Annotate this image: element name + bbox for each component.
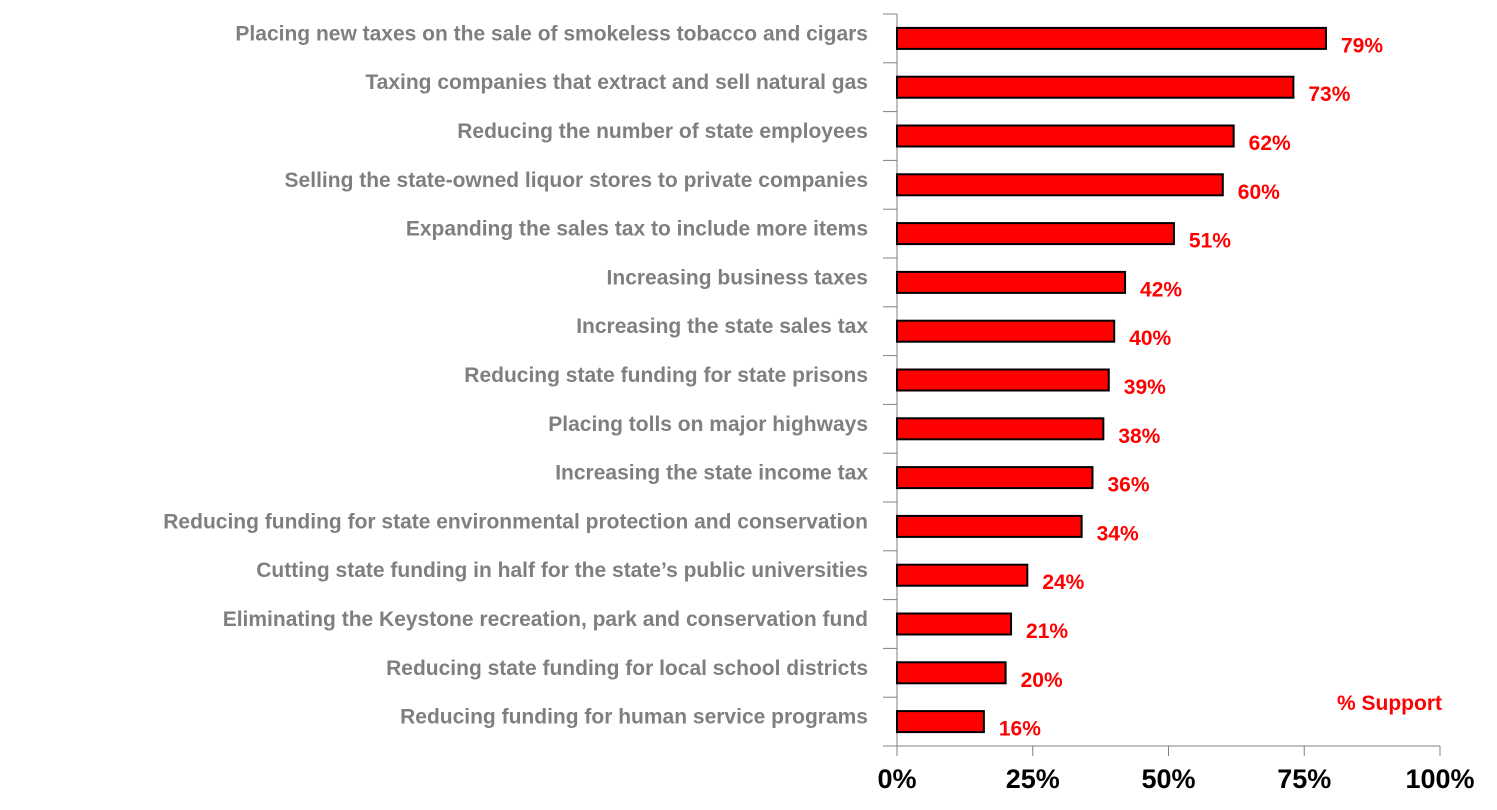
category-label: Placing new taxes on the sale of smokele… [235, 22, 868, 45]
value-label: 39% [1124, 376, 1166, 399]
category-label: Increasing business taxes [607, 266, 868, 289]
bar [896, 26, 1327, 50]
category-label: Reducing funding for state environmental… [163, 510, 868, 533]
bar [896, 368, 1110, 392]
category-label: Increasing the state sales tax [576, 315, 868, 338]
category-label: Reducing funding for human service progr… [400, 706, 868, 729]
bar [896, 319, 1116, 343]
value-label: 73% [1308, 83, 1350, 106]
bar [896, 270, 1127, 294]
bar-series [896, 26, 1327, 734]
value-labels: 79% 73% 62% 60% 51% 42% 40% 39% 38% 36% 34% 24% 21% 2… [999, 34, 1383, 740]
category-label: Expanding the sales tax to include more … [406, 218, 868, 241]
bar [896, 466, 1094, 490]
x-tick-label: 50% [1141, 764, 1195, 794]
bar [896, 75, 1295, 99]
bar [896, 563, 1029, 587]
category-label: Increasing the state income tax [555, 462, 868, 485]
series-legend-label: % Support [1337, 692, 1442, 715]
category-labels: Placing new taxes on the sale of smokele… [163, 22, 868, 728]
bar [896, 222, 1175, 246]
value-label: 42% [1140, 278, 1182, 301]
value-label: 79% [1341, 34, 1383, 57]
category-label: Taxing companies that extract and sell n… [365, 71, 868, 94]
bar [896, 173, 1224, 197]
value-label: 51% [1189, 230, 1231, 253]
x-tick-label: 25% [1006, 764, 1060, 794]
value-label: 36% [1107, 474, 1149, 497]
value-label: 20% [1021, 669, 1063, 692]
value-label: 21% [1026, 620, 1068, 643]
value-label: 16% [999, 718, 1041, 741]
value-label: 60% [1238, 181, 1280, 204]
bar [896, 612, 1013, 636]
category-label: Selling the state-owned liquor stores to… [285, 169, 868, 192]
value-label: 34% [1097, 522, 1139, 545]
category-label: Placing tolls on major highways [548, 413, 868, 436]
x-tick-labels: 0% 25% 50% 75% 100% [877, 764, 1474, 794]
category-label: Reducing the number of state employees [457, 120, 868, 143]
bar [896, 661, 1007, 685]
value-label: 38% [1118, 425, 1160, 448]
x-tick-label: 100% [1405, 764, 1474, 794]
bar [896, 124, 1235, 148]
x-tick-label: 0% [877, 764, 916, 794]
category-label: Cutting state funding in half for the st… [256, 559, 868, 582]
category-label: Eliminating the Keystone recreation, par… [223, 608, 868, 631]
value-label: 24% [1042, 571, 1084, 594]
value-label: 40% [1129, 327, 1171, 350]
bar [896, 514, 1083, 538]
category-label: Reducing state funding for state prisons [464, 364, 868, 387]
bar [896, 710, 985, 734]
x-tick-label: 75% [1277, 764, 1331, 794]
bar [896, 417, 1105, 441]
category-label: Reducing state funding for local school … [386, 657, 868, 680]
value-label: 62% [1249, 132, 1291, 155]
